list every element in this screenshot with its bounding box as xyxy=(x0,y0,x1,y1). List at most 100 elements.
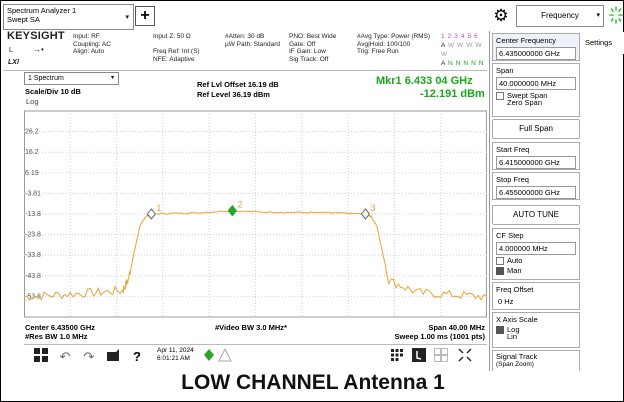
plot-grid xyxy=(24,110,487,318)
brand-logo: KEYSIGHT xyxy=(7,30,65,42)
y-tick-labels: 26.2 16.2 6.19 -3.81 -13.8 -23.8 -33.8 -43.8 -53… xyxy=(25,129,41,301)
spectrum-trace xyxy=(24,209,487,301)
radio-on-icon xyxy=(496,325,504,334)
swept-span-option[interactable]: Swept Span xyxy=(496,91,576,100)
keypad-icon[interactable] xyxy=(388,348,406,366)
bottom-toolbar: ↶ ↷ ? Apr 11, 2024 6:01:21 AM xyxy=(24,344,487,369)
stop-freq-key[interactable]: Stop Freq 6.455000000 GHz xyxy=(492,172,580,200)
sweep-readout: Sweep 1.00 ms (1001 pts) xyxy=(394,332,485,341)
undo-icon[interactable]: ↶ xyxy=(59,349,71,364)
settings-panel[interactable]: KEYSIGHT L →• LXI Input: RF Coupling: AC… xyxy=(3,31,487,71)
redo-icon[interactable]: ↷ xyxy=(83,349,95,364)
marker-3-label: 3 xyxy=(370,203,375,213)
measurement-screen: 1 Spectrum ▾ Scale/Div 10 dB Log Ref Lvl… xyxy=(24,71,487,343)
zero-span-option[interactable]: Zero Span xyxy=(507,98,543,107)
gear-icon[interactable]: ⚙ xyxy=(493,6,509,25)
auto-tune-button[interactable]: AUTO TUNE xyxy=(492,205,580,225)
start-freq-key[interactable]: Start Freq 6.415000000 GHz xyxy=(492,142,580,170)
log-label: Log xyxy=(26,97,39,106)
trace-detectors: N N N N N xyxy=(447,60,485,67)
span-readout: Span 40.00 MHz xyxy=(428,323,485,332)
measurement-name: Swept SA xyxy=(7,15,40,24)
nfe-label: NFE: Adaptive xyxy=(153,55,195,63)
stop-freq-label: Stop Freq xyxy=(496,175,529,184)
zoom-icon[interactable] xyxy=(456,348,474,366)
screen-icon[interactable] xyxy=(104,348,122,366)
x-axis-log-option[interactable]: Log xyxy=(496,325,576,334)
cf-step-key[interactable]: CF Step 4.000000 MHz Auto Man xyxy=(492,228,580,280)
help-icon[interactable]: ? xyxy=(133,349,141,364)
x-axis-scale-key[interactable]: X Axis Scale Log Lin xyxy=(492,312,580,348)
mode-select[interactable]: Spectrum Analyzer 1 Swept SA ▾ xyxy=(3,4,134,30)
chevron-down-icon: ▾ xyxy=(110,75,114,81)
trace-select[interactable]: 1 Spectrum ▾ xyxy=(24,72,119,85)
span-value[interactable]: 40.0000000 MHz xyxy=(496,77,576,90)
scale-div-label: Scale/Div 10 dB xyxy=(25,87,81,96)
cf-step-man-option[interactable]: Man xyxy=(496,266,576,275)
span-key[interactable]: Span 40.0000000 MHz Swept Span Zero Span xyxy=(492,63,580,117)
y-tick-label: -3.81 xyxy=(25,190,41,197)
center-frequency-value[interactable]: 6.435000000 GHz xyxy=(496,47,576,60)
center-frequency-key[interactable]: Center Frequency 6.435000000 GHz xyxy=(492,33,580,61)
touch-icon[interactable] xyxy=(410,348,428,366)
y-tick-label: -23.8 xyxy=(25,232,41,239)
align-label: Align: Auto xyxy=(73,48,105,55)
trace-select-label: 1 Spectrum xyxy=(28,75,64,82)
uw-path-label: µW Path: Standard xyxy=(225,40,281,48)
trig-label: Trig: Free Run xyxy=(357,48,399,55)
add-screen-button[interactable]: + xyxy=(135,6,155,26)
avg-settings: #Avg Type: Power (RMS) Avg|Hold: 100/100… xyxy=(357,33,430,56)
gate-label: Gate: Off xyxy=(289,40,316,48)
input-arrow-icon: →• xyxy=(33,45,44,54)
input-label: Input: RF xyxy=(73,33,100,40)
radio-off-icon xyxy=(496,91,504,100)
y-tick-label: 26.2 xyxy=(25,129,39,136)
trace-numbers: 1 2 3 4 5 6 xyxy=(441,33,479,40)
radio-off-icon xyxy=(496,256,504,265)
pno-label: PNO: Best Wide xyxy=(289,33,337,40)
x-axis-scale-label: X Axis Scale xyxy=(496,315,538,324)
y-tick-label: 16.2 xyxy=(25,149,39,156)
cf-step-value[interactable]: 4.000000 MHz xyxy=(496,242,576,255)
avg-hold-label: Avg|Hold: 100/100 xyxy=(357,40,411,48)
avg-type-label: #Avg Type: Power (RMS) xyxy=(357,33,431,40)
res-bw-readout: #Res BW 1.0 MHz xyxy=(25,332,88,341)
full-span-button[interactable]: Full Span xyxy=(492,119,580,139)
freqref-label: Freq Ref: Int (S) xyxy=(153,48,200,55)
date-time: Apr 11, 2024 6:01:21 AM xyxy=(157,347,194,363)
windows-icon[interactable] xyxy=(32,348,50,366)
signal-track-key[interactable]: Signal Track (Span Zoom) xyxy=(492,350,580,371)
cf-step-auto-option[interactable]: Auto xyxy=(496,256,576,265)
marker-2-label: 2 xyxy=(237,200,242,210)
signal-track-sub: (Span Zoom) xyxy=(496,361,534,368)
date-label: Apr 11, 2024 xyxy=(157,347,194,354)
y-tick-label: -43.8 xyxy=(25,273,41,280)
ref-offset-label: Ref Lvl Offset 16.19 dB xyxy=(197,80,279,89)
menu-select-label: Frequency xyxy=(541,11,579,20)
freq-offset-label: Freq Offset xyxy=(496,285,534,294)
x-axis-lin-option[interactable]: Lin xyxy=(507,332,518,341)
chevron-down-icon: ▾ xyxy=(125,14,129,21)
ifgain-label: IF Gain: Low xyxy=(289,48,326,55)
ref-level-label: Ref Level 36.19 dBm xyxy=(197,90,270,99)
pno-settings: PNO: Best Wide Gate: Off IF Gain: Low Si… xyxy=(289,33,336,63)
menu-select[interactable]: Frequency ▾ xyxy=(516,5,604,27)
stop-freq-value[interactable]: 6.455000000 GHz xyxy=(496,186,576,199)
marker-group: 1 2 3 xyxy=(146,200,375,220)
warning-icon xyxy=(218,347,232,366)
mode-name: Spectrum Analyzer 1 xyxy=(7,6,77,15)
y-tick-label: -13.8 xyxy=(25,211,41,218)
softkey-panel: Center Frequency 6.435000000 GHz Span 40… xyxy=(489,31,581,371)
start-freq-value[interactable]: 6.415000000 GHz xyxy=(496,156,576,169)
marker-2-diamond xyxy=(227,204,237,217)
freq-offset-key[interactable]: Freq Offset 0 Hz xyxy=(492,282,580,310)
inputz-label: Input Z: 50 Ω xyxy=(153,33,191,40)
freq-offset-value[interactable]: 0 Hz xyxy=(496,296,576,307)
caption: LOW CHANNEL Antenna 1 xyxy=(181,371,445,394)
multi-window-icon[interactable] xyxy=(432,348,450,366)
spectrum-plot[interactable]: 26.2 16.2 6.19 -3.81 -13.8 -23.8 -33.8 -43.8 -53… xyxy=(24,107,487,321)
inputz-settings: Input Z: 50 Ω Freq Ref: Int (S) NFE: Ada… xyxy=(153,33,200,63)
tab-settings[interactable]: Settings xyxy=(581,32,624,54)
marker-amplitude-readout: -12.191 dBm xyxy=(420,88,485,100)
local-indicator: L xyxy=(9,47,13,54)
